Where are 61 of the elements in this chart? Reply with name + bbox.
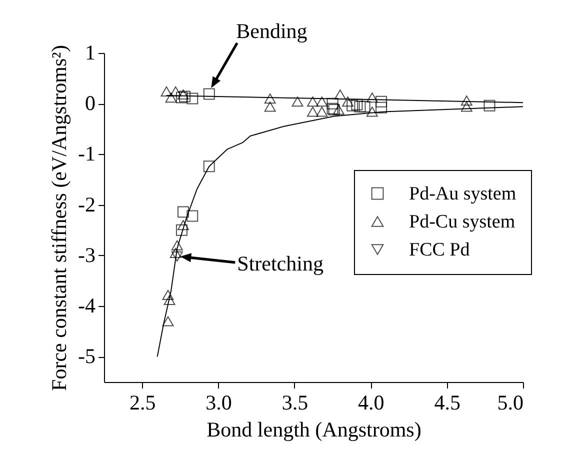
x-tick-label: 4.5	[434, 390, 460, 414]
y-tick-label: 0	[85, 91, 96, 116]
point	[203, 88, 215, 100]
point	[162, 316, 174, 326]
point	[264, 94, 276, 104]
x-tick-label: 3.5	[282, 390, 308, 414]
point	[460, 96, 472, 106]
legend-label: Pd-Cu system	[409, 212, 516, 232]
y-tick-label: 1	[85, 40, 96, 64]
x-axis-title: Bond length (Angstroms)	[206, 418, 422, 442]
point	[346, 100, 358, 112]
point	[164, 294, 176, 306]
point	[316, 96, 328, 107]
y-tick-label: -5	[78, 344, 96, 368]
point	[203, 160, 215, 172]
point	[165, 92, 177, 103]
point	[292, 96, 304, 107]
point	[186, 92, 198, 104]
y-tick-label: -4	[78, 294, 96, 318]
x-tick-label: 5.0	[497, 390, 524, 414]
point	[366, 92, 378, 103]
point	[332, 104, 344, 115]
point	[160, 86, 172, 97]
y-axis-title: Force constant stiffness (eV/Angstroms²)	[47, 45, 72, 391]
point	[326, 98, 338, 110]
point	[171, 240, 183, 250]
point	[306, 96, 318, 107]
legend-label: FCC Pd	[409, 240, 470, 260]
point	[376, 96, 388, 108]
point	[170, 248, 182, 258]
point	[171, 251, 183, 262]
x-tick-label: 3.0	[206, 390, 232, 414]
point	[351, 98, 363, 110]
point	[354, 100, 366, 112]
annotation: Stretching	[237, 251, 324, 276]
point	[176, 224, 188, 236]
point	[176, 92, 188, 104]
legend-label: Pd-Au system	[409, 184, 516, 204]
x-tick-label: 2.5	[129, 390, 156, 414]
annotation: Bending	[236, 19, 308, 43]
point	[334, 89, 346, 100]
point	[484, 100, 496, 112]
point	[177, 89, 189, 100]
point	[460, 102, 472, 112]
y-tick-label: -2	[78, 192, 96, 216]
point	[306, 106, 318, 117]
point	[177, 206, 189, 218]
point	[376, 102, 388, 114]
point	[366, 106, 378, 117]
point	[179, 90, 190, 102]
y-tick-label: -1	[78, 142, 96, 166]
x-tick-label: 4.0	[358, 390, 384, 414]
point	[186, 210, 198, 222]
point	[170, 86, 182, 97]
point	[177, 220, 189, 230]
point	[316, 106, 328, 117]
point	[342, 96, 354, 107]
point	[162, 290, 174, 300]
point	[358, 100, 370, 112]
point	[264, 102, 276, 112]
y-tick-label: -3	[78, 242, 96, 267]
